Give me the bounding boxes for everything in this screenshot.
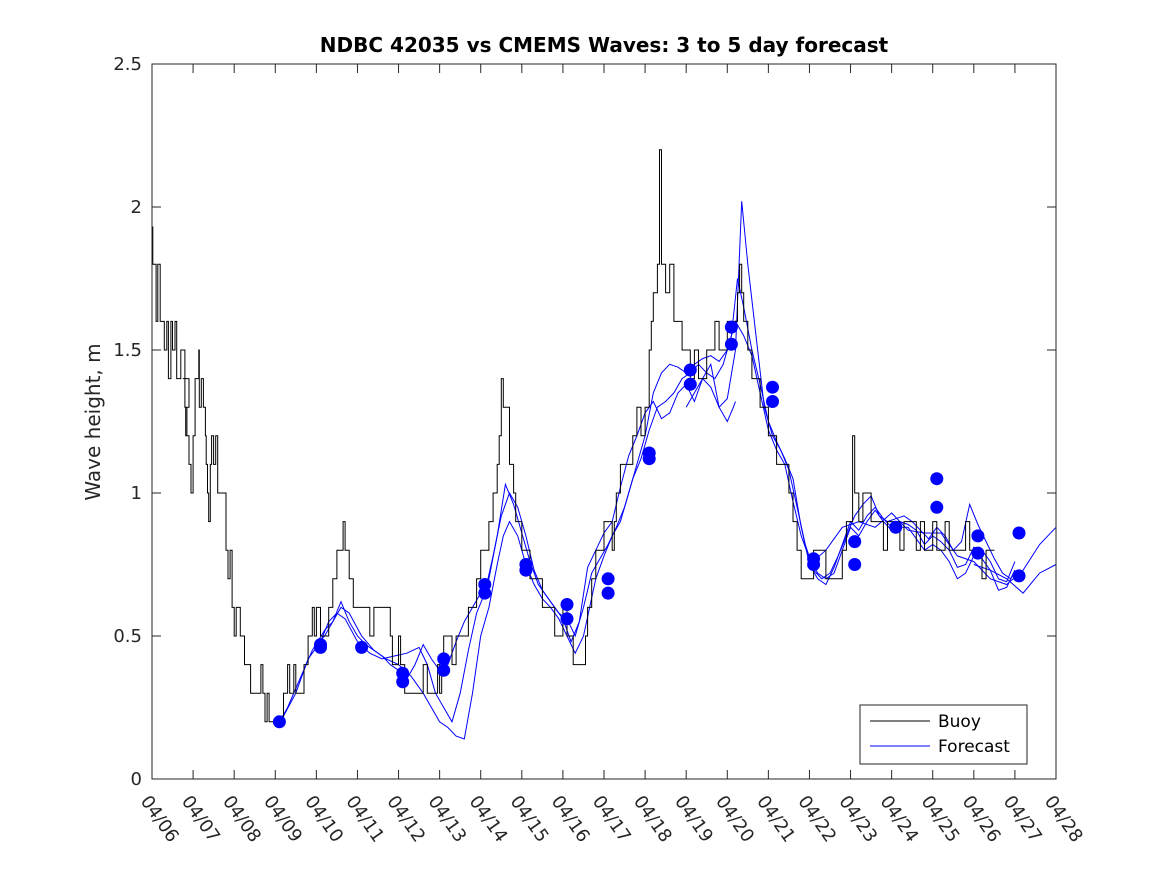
legend-buoy-label: Buoy [938, 712, 981, 732]
forecast-marker [396, 675, 410, 689]
y-tick-label: 1.5 [113, 340, 142, 361]
forecast-marker [272, 715, 286, 729]
forecast-marker [560, 612, 574, 626]
forecast-marker [971, 529, 985, 543]
y-axis-label: Wave height, m [81, 343, 105, 500]
forecast-marker [683, 363, 697, 377]
forecast-marker [560, 598, 574, 611]
forecast-marker [314, 638, 327, 652]
forecast-marker [971, 546, 985, 560]
forecast-marker [683, 377, 697, 391]
chart-title: NDBC 42035 vs CMEMS Waves: 3 to 5 day fo… [320, 33, 889, 57]
forecast-marker [848, 558, 862, 571]
forecast-marker [1012, 569, 1026, 583]
plot-area [152, 149, 1057, 740]
forecast-marker [437, 652, 451, 666]
forecast-marker [889, 520, 903, 534]
forecast-marker [848, 535, 862, 549]
forecast-marker [724, 337, 738, 351]
y-tick-label: 1 [131, 483, 142, 504]
forecast-marker [724, 320, 738, 334]
forecast-marker [437, 663, 451, 677]
y-tick-label: 2.5 [113, 54, 142, 75]
forecast-marker [766, 380, 779, 394]
forecast-marker [642, 452, 656, 466]
forecast-marker [519, 563, 533, 577]
legend-forecast-label: Forecast [938, 737, 1010, 757]
forecast-marker [930, 500, 944, 514]
forecast-marker [355, 640, 369, 654]
forecast-marker [807, 558, 821, 571]
legend-box [859, 704, 1028, 765]
legend: Buoy Forecast [859, 704, 1028, 765]
y-tick-label: 0 [131, 769, 142, 790]
forecast-line-3 [685, 362, 736, 423]
y-tick-label: 2 [131, 197, 142, 218]
forecast-marker [930, 472, 944, 486]
forecast-marker [1012, 526, 1026, 540]
forecast-marker [478, 586, 492, 600]
y-tick-label: 0.5 [113, 626, 142, 647]
forecast-marker [766, 395, 779, 408]
buoy-line [152, 149, 995, 723]
forecast-marker [601, 586, 615, 600]
forecast-line-2 [316, 201, 1016, 680]
forecast-line-5 [973, 564, 1057, 594]
forecast-marker [601, 572, 615, 586]
